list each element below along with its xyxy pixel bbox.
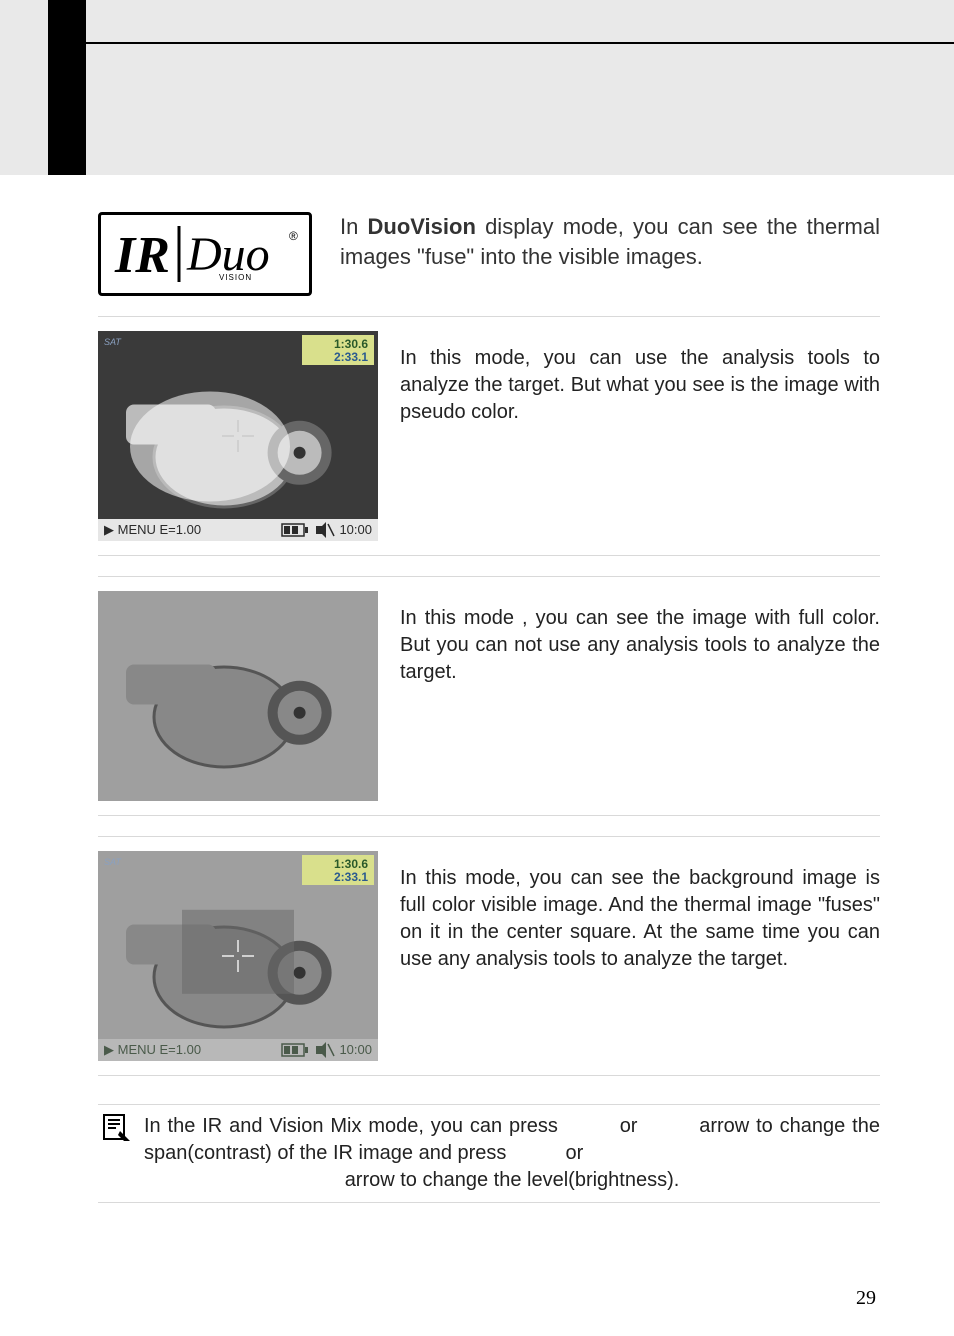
logo-vision: VISION [219,273,252,282]
svg-text:SAT: SAT [104,857,122,867]
svg-text:2:33.1: 2:33.1 [334,350,368,364]
mode-thumbnail-2 [98,591,378,801]
mode-description-3: In this mode, you can see the background… [400,851,880,973]
svg-text:10:00: 10:00 [339,1042,372,1057]
mode-thumbnail-1: 1:30.62:33.1 SAT ▶ MENU E=1.00 10:00 [98,331,378,541]
mode-thumbnail-3: 1:30.62:33.1 SAT ▶ MENU E=1.00 10:00 [98,851,378,1061]
svg-text:▶ MENU E=1.00: ▶ MENU E=1.00 [104,1042,201,1057]
page-number: 29 [856,1287,876,1310]
mode-description-2: In this mode , you can see the image wit… [400,591,880,686]
note-icon [102,1113,132,1143]
intro-prefix: In [340,214,368,239]
svg-text:SAT: SAT [104,337,122,347]
header-rule [86,42,954,44]
header-band [0,0,954,175]
mode-section-3: 1:30.62:33.1 SAT ▶ MENU E=1.00 10:00 In this… [98,836,880,1076]
svg-text:1:30.6: 1:30.6 [334,337,368,351]
mode-section-2: In this mode , you can see the image wit… [98,576,880,816]
logo-ir: IR [114,227,170,284]
note-text: In the IR and Vision Mix mode, you can p… [144,1113,880,1194]
ir-duo-logo: IR Duo VISION ® [98,212,312,296]
logo-reg: ® [289,229,298,243]
intro-text: In DuoVision display mode, you can see t… [340,212,880,271]
mode-description-1: In this mode, you can use the analysis t… [400,331,880,426]
note-or1: or [620,1115,638,1137]
header-stripe [48,0,86,175]
svg-text:1:30.6: 1:30.6 [334,857,368,871]
note-line1: In the IR and Vision Mix mode, you can p… [144,1115,558,1137]
note-row: In the IR and Vision Mix mode, you can p… [98,1104,880,1203]
intro-row: IR Duo VISION ® In DuoVision display mod… [98,212,880,296]
mode-section-1: 1:30.62:33.1 SAT ▶ MENU E=1.00 10:00 In this… [98,316,880,556]
note-or2: or [566,1142,584,1164]
note-line3: arrow to change the level(brightness). [144,1167,880,1194]
svg-text:2:33.1: 2:33.1 [334,870,368,884]
note-arrow: arrow [699,1115,749,1137]
svg-text:▶ MENU E=1.00: ▶ MENU E=1.00 [104,522,201,537]
svg-text:10:00: 10:00 [339,522,372,537]
content-area: IR Duo VISION ® In DuoVision display mod… [98,212,880,1203]
intro-bold: DuoVision [368,214,476,239]
